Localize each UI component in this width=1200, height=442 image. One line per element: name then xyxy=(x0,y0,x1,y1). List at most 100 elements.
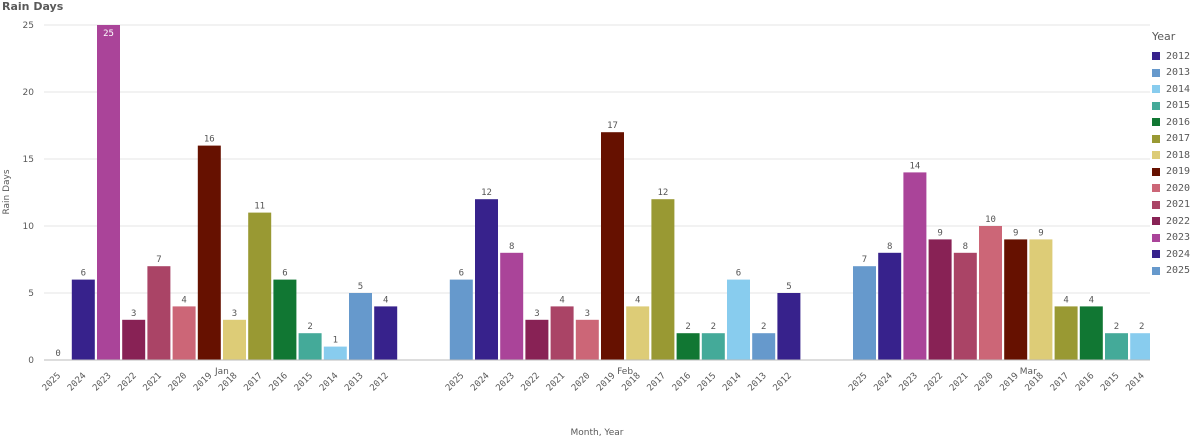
data-label: 8 xyxy=(509,242,514,252)
bar xyxy=(727,279,750,360)
legend-item: 2019 xyxy=(1152,164,1200,181)
legend-item: 2021 xyxy=(1152,197,1200,214)
bar xyxy=(525,319,549,360)
legend-item: 2015 xyxy=(1152,98,1200,115)
x-tick-year-label: 2024 xyxy=(469,371,491,393)
data-label: 14 xyxy=(909,161,920,171)
legend-swatch xyxy=(1152,85,1160,94)
data-label: 16 xyxy=(204,135,215,145)
x-tick-year-label: 2019 xyxy=(192,371,214,393)
x-tick-year-label: 2014 xyxy=(721,371,743,393)
legend-swatch xyxy=(1152,266,1160,275)
legend-swatch xyxy=(1152,118,1160,127)
data-label: 25 xyxy=(103,29,114,39)
legend-swatch xyxy=(1152,134,1160,143)
x-axis-year-labels: 2025 2024 2023 2022 2021 2020 2019 2018 2017 2016… xyxy=(41,371,1150,393)
data-label: 5 xyxy=(358,282,363,292)
x-tick-year-label: 2025 xyxy=(847,371,869,393)
bar xyxy=(197,145,221,360)
y-axis-ticks: 0 5 10 15 20 25 xyxy=(23,21,35,366)
y-tick-label: 5 xyxy=(28,289,34,299)
legend-swatch xyxy=(1152,68,1160,77)
legend-swatch xyxy=(1152,233,1160,242)
legend-item: 2016 xyxy=(1152,114,1200,131)
legend-item: 2012 xyxy=(1152,48,1200,65)
y-tick-label: 10 xyxy=(23,222,35,232)
data-label: 9 xyxy=(937,228,942,238)
bar xyxy=(853,266,876,360)
legend-swatch xyxy=(1152,200,1160,209)
bar xyxy=(676,333,700,360)
data-label: 3 xyxy=(131,309,136,319)
legend-swatch xyxy=(1152,52,1160,61)
data-label: 8 xyxy=(887,242,892,252)
x-tick-year-label: 2022 xyxy=(116,371,138,393)
bar xyxy=(903,172,927,360)
data-label: 2 xyxy=(685,322,690,332)
x-tick-year-label: 2020 xyxy=(167,371,189,393)
bar xyxy=(1105,333,1128,360)
bar xyxy=(374,306,398,360)
data-label: 9 xyxy=(1013,228,1018,238)
x-tick-year-label: 2022 xyxy=(923,371,945,393)
x-tick-year-label: 2017 xyxy=(1049,371,1071,393)
bar xyxy=(979,226,1002,360)
x-tick-year-label: 2023 xyxy=(898,371,920,393)
legend-label: 2015 xyxy=(1166,100,1191,112)
legend-label: 2023 xyxy=(1166,232,1191,244)
bar xyxy=(273,279,297,360)
chart-title: Rain Days xyxy=(2,0,64,13)
x-tick-year-label: 2019 xyxy=(595,371,617,393)
x-tick-year-label: 2016 xyxy=(1074,371,1096,393)
x-tick-year-label: 2020 xyxy=(973,371,995,393)
bar xyxy=(97,25,120,360)
data-label: 4 xyxy=(559,295,564,305)
bar xyxy=(1054,306,1078,360)
legend-item: 2023 xyxy=(1152,230,1200,247)
x-tick-year-label: 2025 xyxy=(41,371,63,393)
x-tick-year-label: 2021 xyxy=(142,371,164,393)
legend-item: 2018 xyxy=(1152,147,1200,164)
bar xyxy=(1130,333,1150,360)
data-label: 12 xyxy=(481,188,492,198)
legend-label: 2020 xyxy=(1166,182,1191,194)
legend-swatch xyxy=(1152,151,1160,160)
bar xyxy=(953,252,977,360)
legend-label: 2016 xyxy=(1166,116,1191,128)
x-tick-year-label: 2013 xyxy=(343,371,365,393)
legend-label: 2014 xyxy=(1166,83,1191,95)
data-label: 0 xyxy=(55,349,60,359)
legend-item: 2025 xyxy=(1152,263,1200,280)
bar xyxy=(449,279,473,360)
data-label: 6 xyxy=(459,269,464,279)
x-tick-year-label: 2021 xyxy=(545,371,567,393)
bar xyxy=(475,199,498,360)
data-label: 2 xyxy=(761,322,766,332)
data-label: 6 xyxy=(736,269,741,279)
data-label: 8 xyxy=(963,242,968,252)
y-tick-label: 15 xyxy=(23,155,34,165)
legend-label: 2022 xyxy=(1166,215,1191,227)
data-label: 7 xyxy=(862,255,867,265)
bar xyxy=(1079,306,1103,360)
legend-item: 2024 xyxy=(1152,246,1200,263)
bar xyxy=(323,346,347,360)
data-label: 6 xyxy=(81,269,86,279)
bar xyxy=(147,266,171,360)
bar xyxy=(122,319,146,360)
data-label: 2 xyxy=(1139,322,1144,332)
legend-label: 2021 xyxy=(1166,199,1191,211)
data-label: 10 xyxy=(985,215,996,225)
bar xyxy=(1004,239,1028,360)
bar xyxy=(626,306,650,360)
data-label: 9 xyxy=(1038,228,1043,238)
x-tick-year-label: 2014 xyxy=(318,371,340,393)
data-label: 2 xyxy=(307,322,312,332)
legend-label: 2025 xyxy=(1166,265,1191,277)
data-label: 12 xyxy=(657,188,668,198)
data-label: 3 xyxy=(534,309,539,319)
bar xyxy=(701,333,725,360)
data-label: 5 xyxy=(786,282,791,292)
